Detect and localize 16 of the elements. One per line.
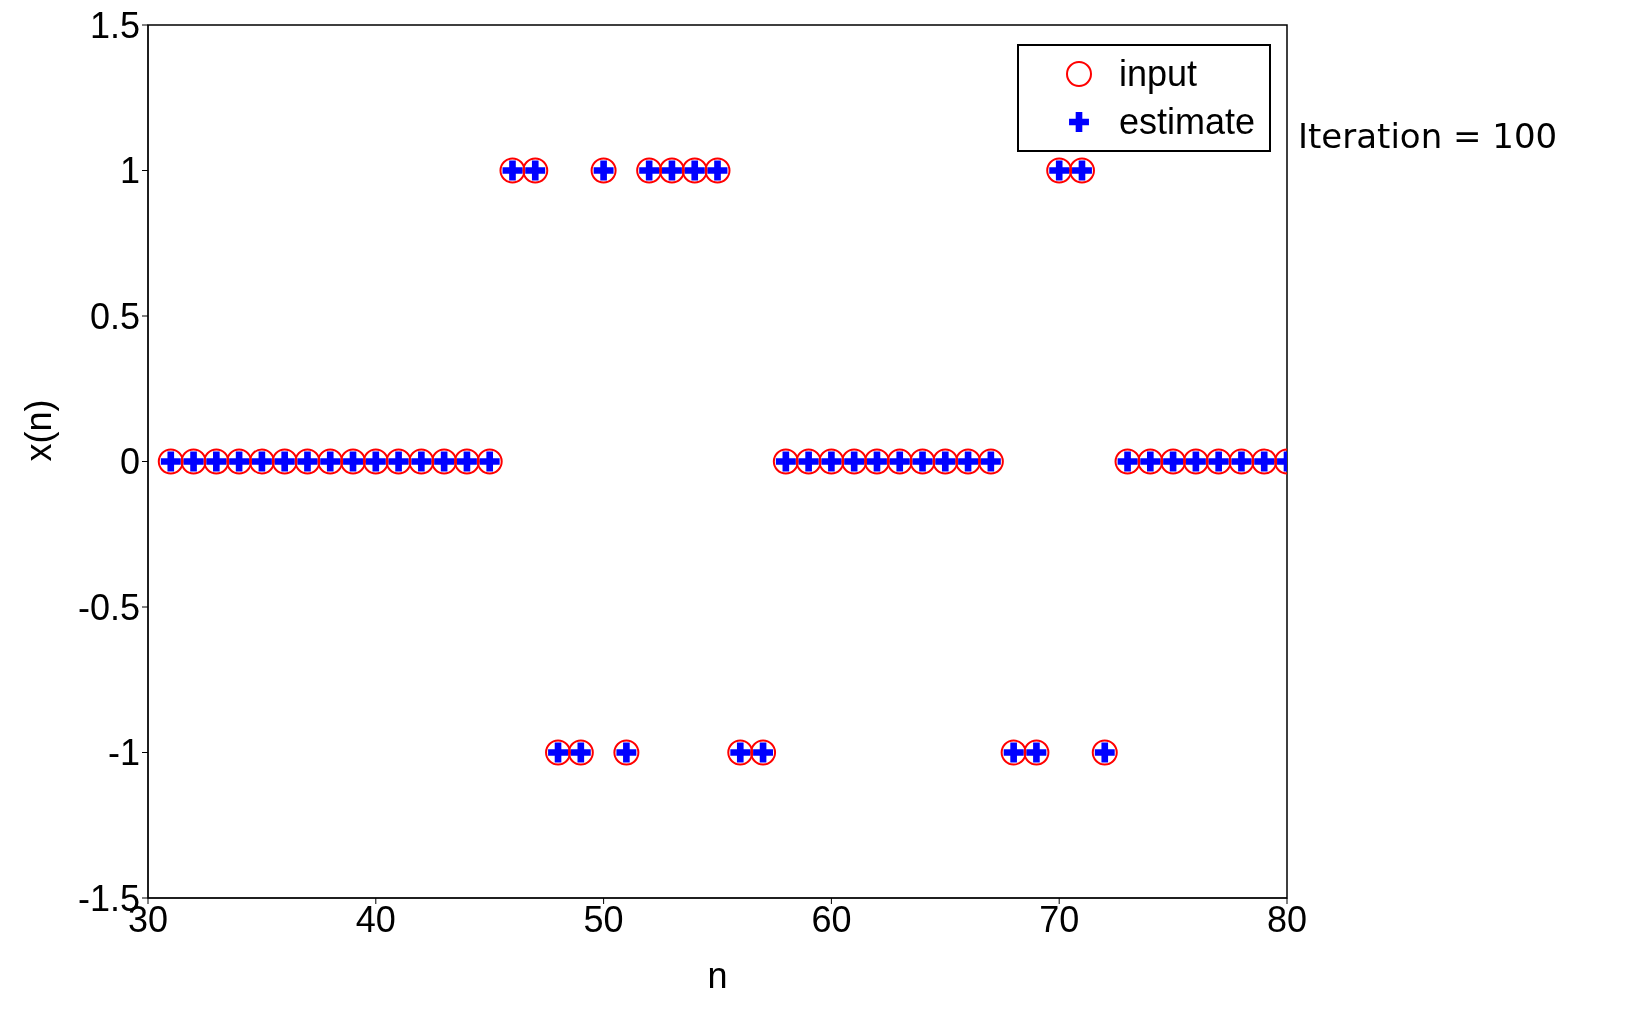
x-tick-label: 40 [355,898,396,940]
y-tick-label: 0.5 [89,295,140,337]
legend-label: input [1118,53,1198,95]
x-tick-label: 60 [811,898,852,940]
y-tick-label: 0 [119,441,140,483]
x-tick-label: 50 [583,898,624,940]
y-tick-label: -1 [107,732,140,774]
x-tick-label: 70 [1039,898,1080,940]
y-axis-title: x(n) [17,399,59,462]
legend-label: estimate [1118,101,1255,143]
y-tick-label: 1.5 [89,4,140,46]
x-axis-title: n [707,955,728,996]
y-tick-label: 1 [119,150,140,192]
y-tick-label: -0.5 [77,586,140,628]
text: Iteration = 100 [1298,116,1558,156]
x-tick-label: 80 [1266,898,1308,940]
